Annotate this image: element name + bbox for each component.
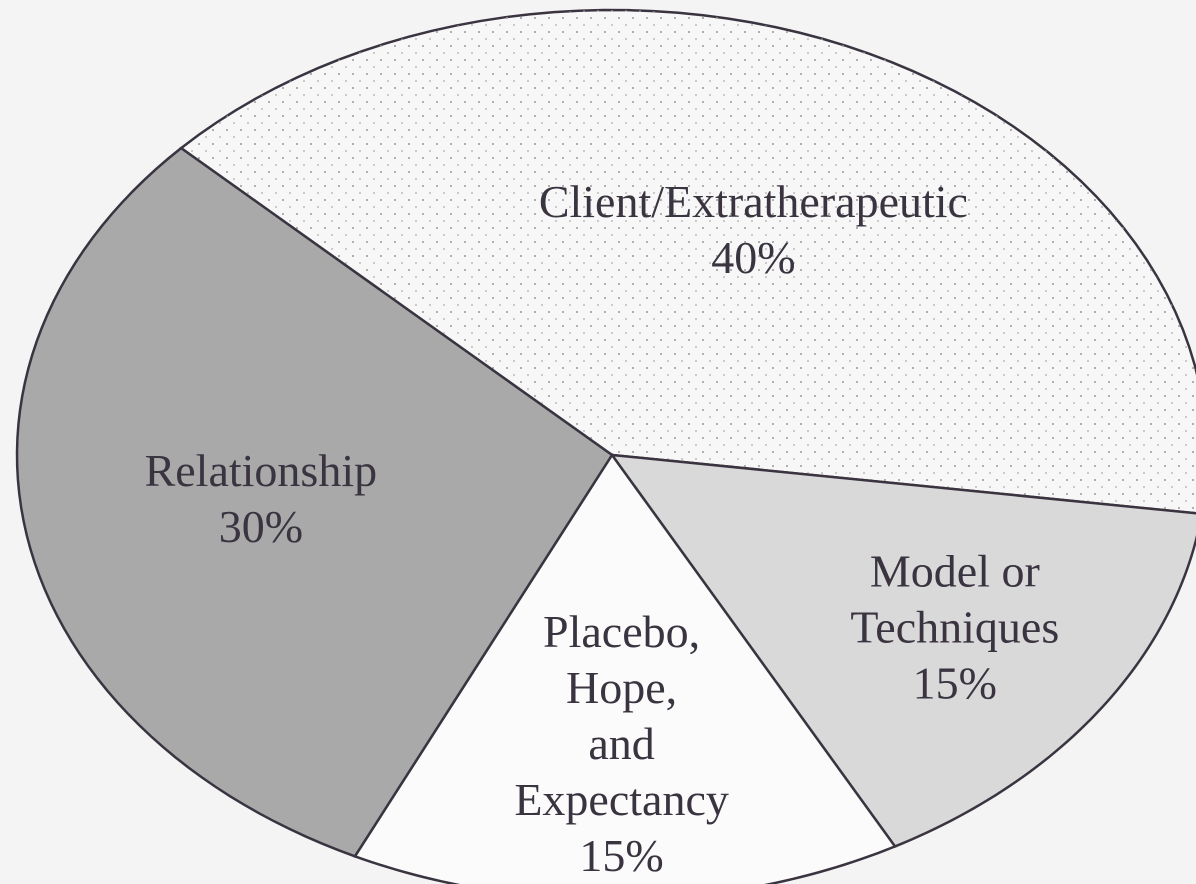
pie-slice	[353, 452, 897, 884]
slice-label: Placebo,	[543, 606, 700, 657]
pie-slice	[15, 146, 614, 858]
slice-label: Model or	[870, 545, 1040, 596]
slice-label: Expectancy	[514, 774, 729, 825]
slice-texture	[181, 10, 1196, 514]
slice-label: Relationship	[145, 445, 378, 496]
slice-value-label: 15%	[579, 830, 663, 881]
pie	[15, 8, 1196, 884]
slice-label: Techniques	[850, 601, 1059, 652]
slice-label: and	[588, 718, 654, 769]
slice-value-label: 15%	[913, 657, 997, 708]
pie-slice	[609, 453, 1196, 848]
slice-label: Hope,	[566, 662, 677, 713]
slice-value-label: 40%	[711, 232, 795, 283]
slice-value-label: 30%	[219, 501, 303, 552]
slice-label: Client/Extratherapeutic	[539, 176, 968, 227]
